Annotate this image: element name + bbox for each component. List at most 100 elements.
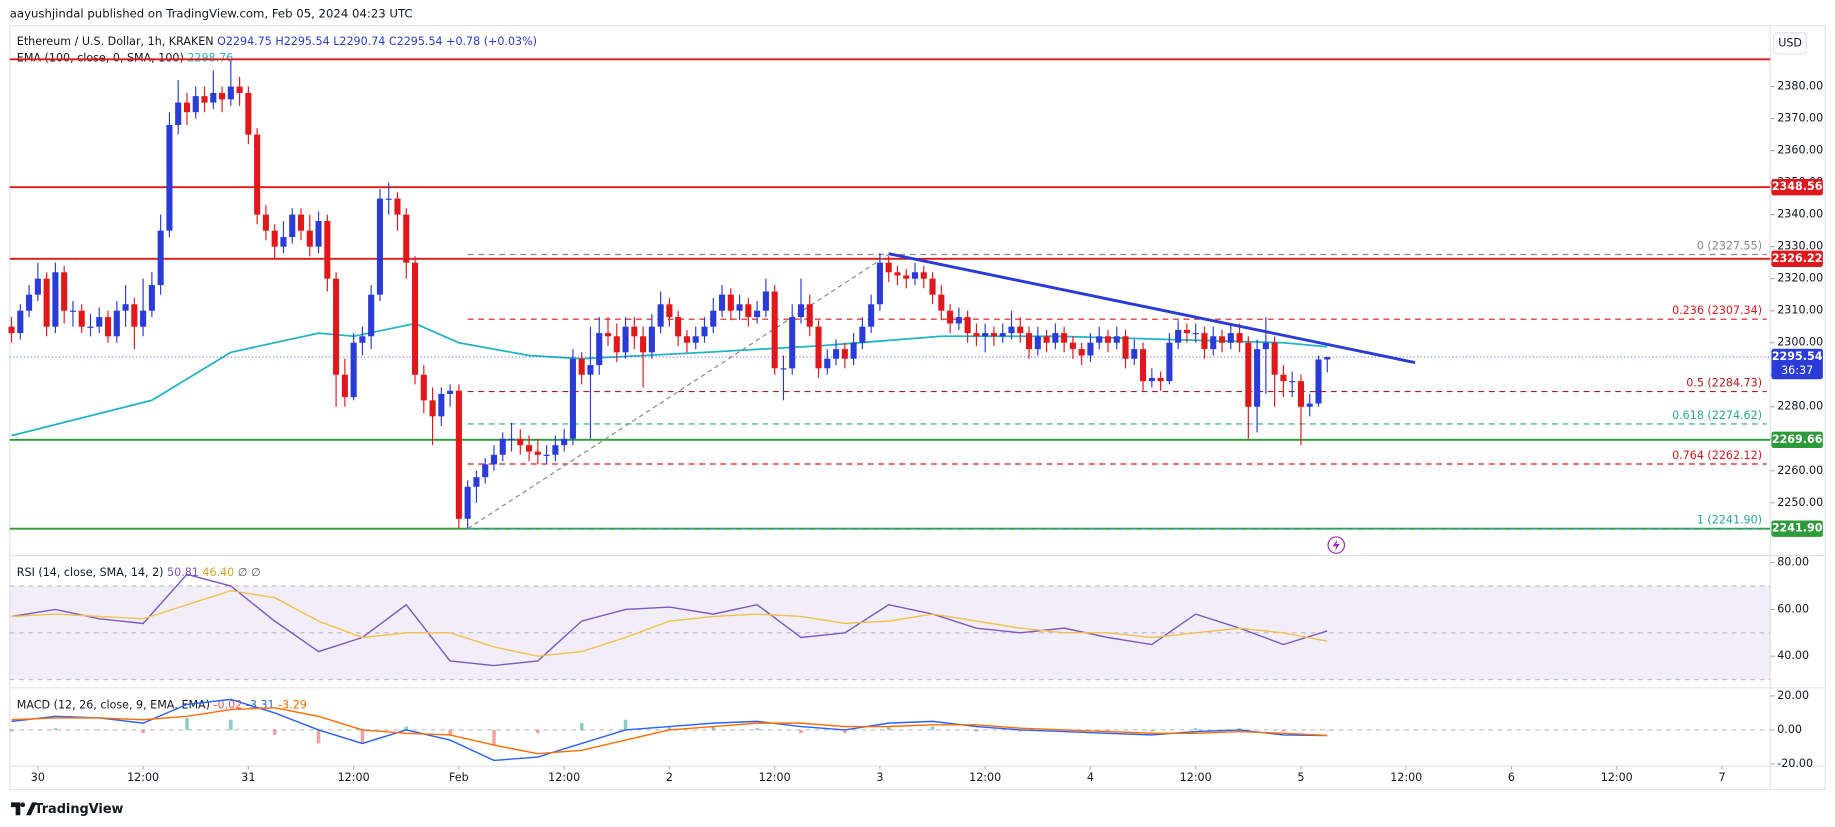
y-tick-label: 40.00 (1777, 649, 1809, 662)
histogram-bar (272, 729, 277, 735)
candle-body (920, 272, 927, 279)
candle-body (1262, 342, 1269, 350)
histogram-bar (711, 726, 716, 730)
candle-body (833, 349, 840, 359)
histogram-bar (1237, 728, 1242, 730)
ohlc-change: +0.78 (+0.03%) (446, 35, 537, 48)
candle-body (797, 304, 805, 318)
candle-body (596, 333, 603, 366)
candle-body (999, 333, 1006, 337)
histogram-bar (755, 728, 759, 730)
candle-body (604, 333, 612, 337)
candle-body (315, 221, 322, 247)
candle-body (903, 275, 910, 279)
fib-label: 1 (2241.90) (1697, 514, 1762, 527)
candle-body (376, 198, 383, 295)
ema-legend: EMA (100, close, 0, SMA, 100) 2298.76 (17, 51, 233, 64)
y-tick-label: 2280.00 (1777, 400, 1823, 413)
histogram-bar (843, 729, 847, 734)
fib-label: 0.5 (2284.73) (1686, 376, 1762, 389)
candle-body (771, 291, 778, 369)
y-tick-label: -20.00 (1777, 757, 1813, 770)
candle-body (911, 272, 919, 279)
candle-body (385, 198, 392, 200)
y-tick-label: 2300.00 (1777, 336, 1823, 349)
histogram-bar (185, 717, 189, 730)
histogram-bar (1106, 729, 1110, 732)
histogram-bar (229, 719, 233, 730)
trend-line (888, 252, 1416, 364)
candle-body (368, 294, 375, 337)
candle-body (245, 92, 252, 135)
pane: 80.00 60.00 40.00 (9, 556, 1809, 681)
x-tick-label: 12:00 (338, 771, 370, 784)
y-tick-label: 2260.00 (1777, 464, 1823, 477)
y-tick-label: 80.00 (1777, 556, 1809, 569)
candle-body (306, 230, 313, 247)
candle-body (122, 304, 129, 311)
histogram-bar (404, 726, 409, 730)
candle-body (587, 365, 594, 375)
author-line: aayushjindal published on TradingView.co… (10, 7, 413, 21)
macd-hist-value: -0.02 (214, 698, 243, 711)
candle-body (517, 438, 524, 446)
candle-body (1052, 333, 1059, 343)
candle-body (1175, 329, 1182, 343)
candle-body (1043, 336, 1050, 343)
candle-body (718, 294, 726, 311)
candle-body (438, 393, 445, 417)
candle-body (219, 92, 226, 100)
candle-body (1131, 349, 1138, 359)
candle-body (210, 92, 217, 103)
x-tick-label: Feb (449, 771, 469, 784)
candle-body (508, 438, 515, 440)
candle-body (499, 438, 506, 455)
currency: USD (1778, 36, 1802, 49)
candle-body (648, 326, 655, 353)
candle-body (543, 454, 550, 456)
x-tick-label: 2 (666, 771, 673, 784)
histogram-bar (886, 726, 891, 730)
histogram-bar (97, 729, 102, 731)
candle-body (227, 86, 234, 100)
candle-body (578, 358, 585, 375)
candle-body (447, 390, 454, 394)
candle-body (561, 438, 568, 446)
candle-body (1289, 381, 1296, 383)
candle-body (1306, 403, 1313, 407)
candle-body (806, 304, 813, 327)
candle-body (359, 336, 366, 343)
x-tick-label: 12:00 (1390, 771, 1422, 784)
alert-icon[interactable] (1327, 536, 1346, 554)
candle-body (929, 278, 936, 295)
candle-body (183, 102, 191, 113)
candle-body (613, 336, 620, 353)
candle-body (297, 214, 305, 231)
candle-body (622, 326, 629, 353)
rsi-bands-value: ∅ ∅ (238, 566, 261, 579)
countdown: 36:37 (1781, 364, 1813, 377)
macd-signal-value: -3.29 (278, 698, 307, 711)
fib-label: 0.764 (2262.12) (1672, 449, 1762, 462)
histogram-bar (1281, 729, 1286, 732)
macd-title: MACD (12, 26, close, 9, EMA, EMA) (17, 698, 210, 711)
candle-body (1271, 342, 1278, 375)
histogram-bar (1325, 729, 1330, 731)
candle-body (394, 198, 401, 215)
candle-body (17, 310, 24, 334)
brand-logo (10, 802, 37, 816)
candle-body (1254, 349, 1261, 407)
candle-body (789, 317, 796, 369)
candle-body (1227, 333, 1234, 343)
candle-body (736, 304, 743, 311)
y-tick-label: 2360.00 (1777, 144, 1823, 157)
candle-body (1218, 336, 1226, 343)
level-badge-label: 2269.66 (1772, 433, 1823, 446)
x-tick-label: 4 (1087, 771, 1094, 784)
candle-body (885, 262, 892, 273)
candle-body (464, 486, 471, 519)
candle-body (1017, 326, 1024, 334)
candle-body (1315, 359, 1322, 404)
histogram-bar (930, 726, 935, 730)
